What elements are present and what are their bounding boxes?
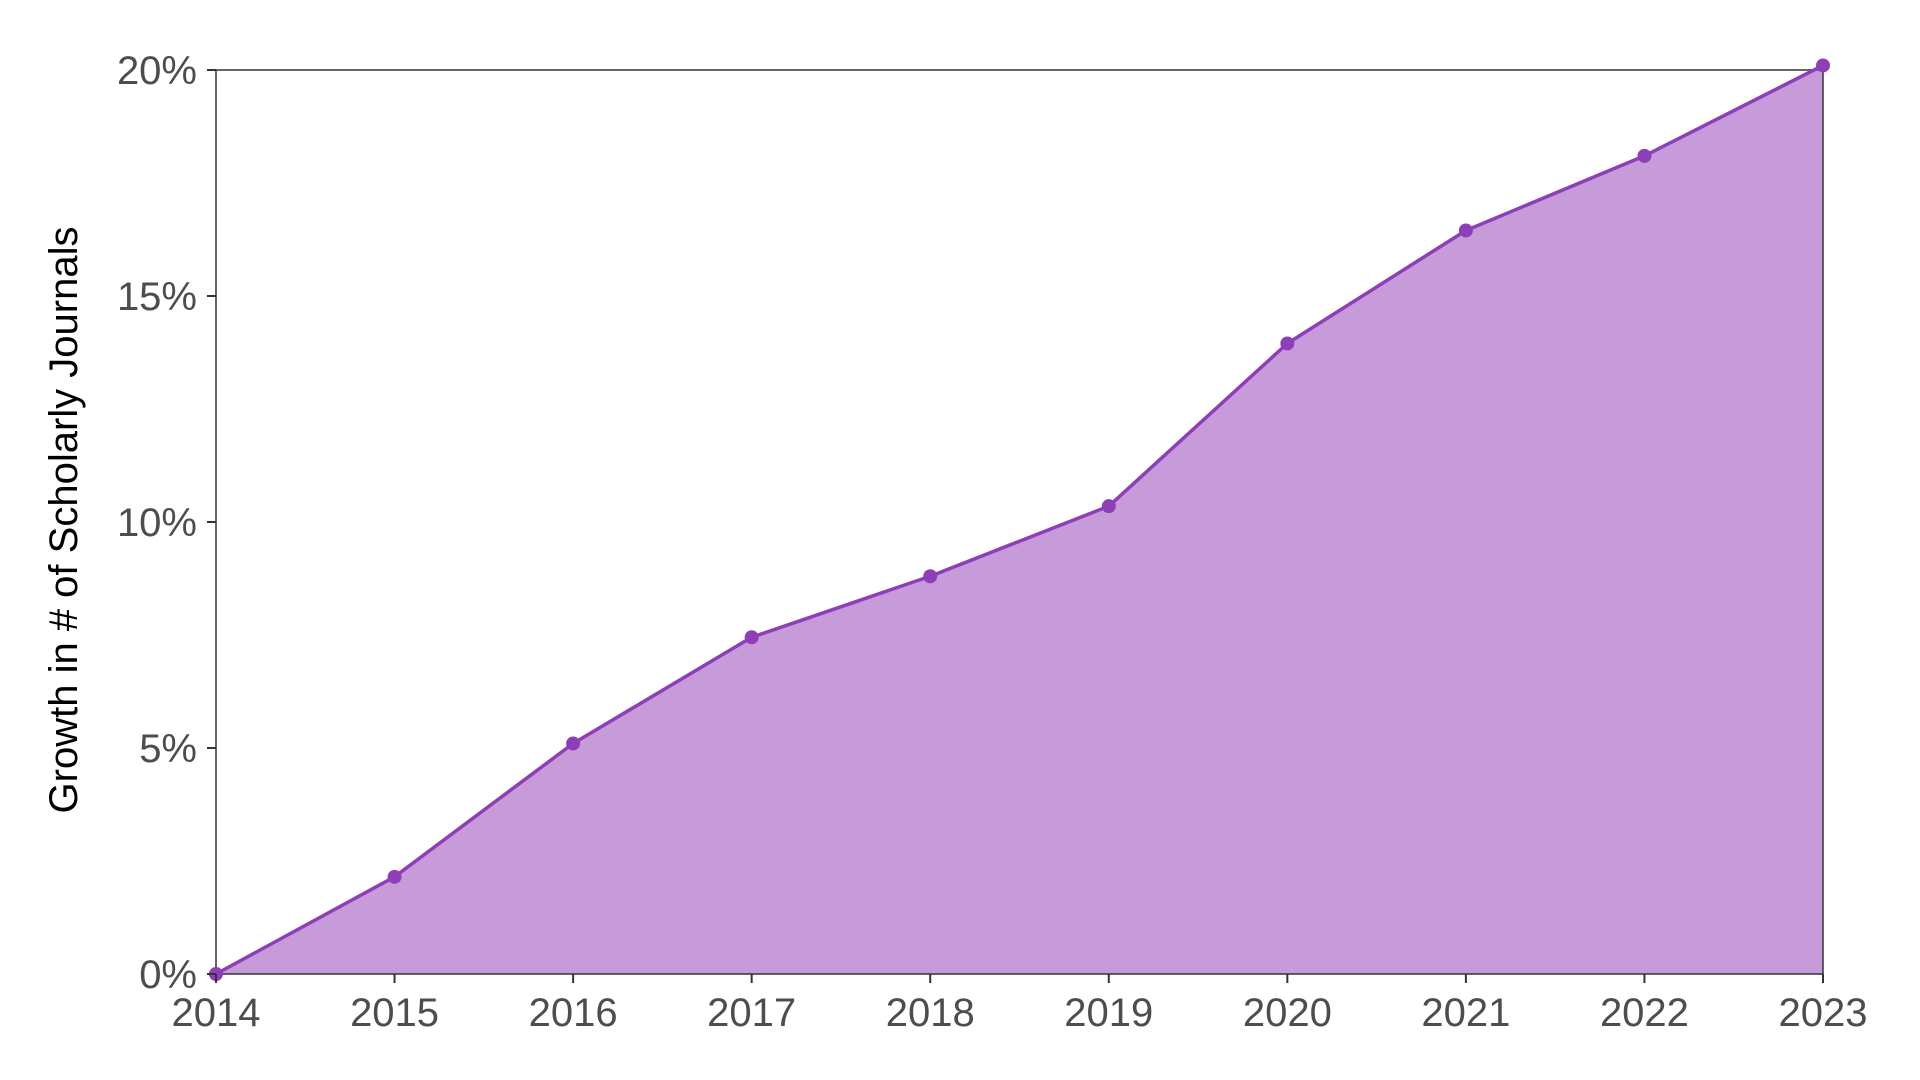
data-point-2016 <box>566 736 581 751</box>
data-point-2018 <box>923 569 938 584</box>
data-point-2021 <box>1458 223 1473 238</box>
y-tick-label: 0% <box>139 953 197 997</box>
x-tick-label: 2019 <box>1064 991 1153 1035</box>
points-layer <box>209 58 1830 981</box>
y-tick-label: 15% <box>117 275 197 319</box>
x-tick-label: 2020 <box>1243 991 1332 1035</box>
x-tick-label: 2017 <box>707 991 796 1035</box>
data-point-2015 <box>387 869 402 884</box>
x-tick-label: 2021 <box>1421 991 1510 1035</box>
x-tick-label: 2014 <box>172 991 261 1035</box>
data-point-2023 <box>1816 58 1830 73</box>
y-axis-title: Growth in # of Scholarly Journals <box>42 227 86 814</box>
x-tick-label: 2015 <box>350 991 439 1035</box>
x-tick-label: 2016 <box>529 991 618 1035</box>
data-point-2019 <box>1101 499 1116 514</box>
series-line <box>215 63 1824 976</box>
data-point-2017 <box>744 630 759 645</box>
y-tick-label: 5% <box>139 727 197 771</box>
area-layer <box>216 65 1823 975</box>
area-fill <box>216 65 1823 975</box>
x-axis: 2014 2015 2016 2017 2018 2019 2020 2021 2022 2023 <box>172 974 1868 1035</box>
x-tick-label: 2022 <box>1600 991 1689 1035</box>
data-point-2020 <box>1280 336 1295 351</box>
y-tick-label: 10% <box>117 501 197 545</box>
x-tick-label: 2018 <box>886 991 975 1035</box>
data-point-2022 <box>1637 148 1652 163</box>
x-tick-label: 2023 <box>1779 991 1868 1035</box>
y-tick-label: 20% <box>117 49 197 93</box>
y-axis: 0% 5% 10% 15% 20% <box>117 49 216 997</box>
line-layer <box>215 63 1824 976</box>
